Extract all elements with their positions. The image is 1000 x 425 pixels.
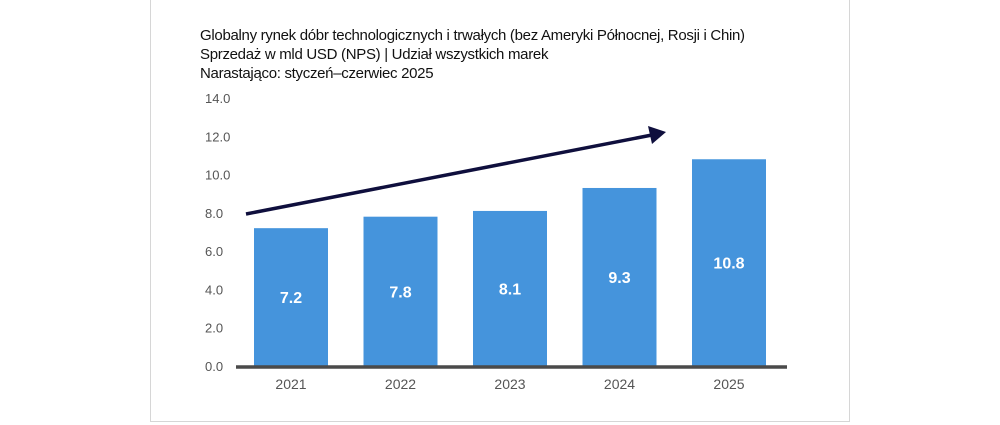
bar-2023 <box>473 210 547 366</box>
data-label: 9.3 <box>608 270 630 287</box>
y-tick-label: 10.0 <box>205 168 230 183</box>
bar-2024 <box>582 187 657 366</box>
x-tick-label: 2021 <box>275 376 306 392</box>
x-tick-label: 2022 <box>385 376 416 392</box>
chart-frame <box>150 0 850 422</box>
bar-2025 <box>692 159 766 366</box>
bar-2021 <box>254 228 328 366</box>
x-tick-label: 2024 <box>604 376 635 392</box>
data-label: 7.2 <box>280 290 302 307</box>
y-tick-label: 6.0 <box>205 244 223 259</box>
x-tick-label: 2023 <box>494 376 525 392</box>
x-tick-label: 2025 <box>713 376 744 392</box>
y-tick-label: 12.0 <box>205 129 230 144</box>
trend-arrow-head-icon <box>648 126 666 144</box>
data-label: 10.8 <box>713 256 744 273</box>
y-tick-label: 4.0 <box>205 282 223 297</box>
y-tick-label: 14.0 <box>205 91 230 106</box>
chart-subtitle-period: Narastająco: styczeń–czerwiec 2025 <box>200 65 434 82</box>
data-label: 7.8 <box>389 284 411 301</box>
data-label: 8.1 <box>499 281 521 298</box>
chart-title: Globalny rynek dóbr technologicznych i t… <box>200 27 745 44</box>
chart-subtitle: Sprzedaż w mld USD (NPS) | Udział wszyst… <box>200 46 549 63</box>
y-tick-label: 0.0 <box>205 359 223 374</box>
y-tick-label: 8.0 <box>205 206 223 221</box>
trend-arrow-line <box>245 133 653 216</box>
bar-2022 <box>363 216 438 366</box>
chart-titles: Globalny rynek dóbr technologicznych i t… <box>200 26 745 83</box>
y-tick-label: 2.0 <box>205 321 223 336</box>
